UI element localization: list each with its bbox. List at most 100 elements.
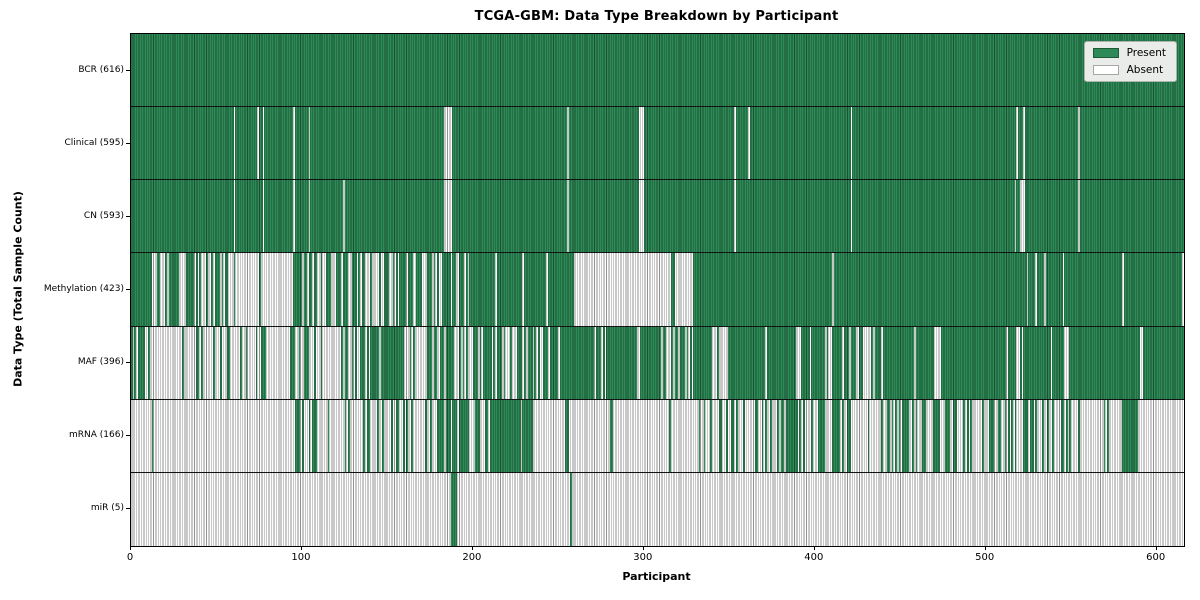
present-run [395, 399, 400, 473]
present-run [517, 326, 523, 400]
present-run [452, 180, 567, 254]
x-tick-mark [300, 546, 302, 550]
present-run [459, 399, 470, 473]
x-tick-mark [471, 546, 473, 550]
present-run [399, 253, 407, 327]
present-run [669, 399, 672, 473]
present-run [131, 253, 152, 327]
present-run [671, 253, 675, 327]
y-tick-mark [126, 215, 130, 217]
present-run [970, 399, 973, 473]
present-run [731, 399, 735, 473]
present-run [1011, 399, 1014, 473]
chart-title: TCGA-GBM: Data Type Breakdown by Partici… [474, 9, 839, 24]
present-run [850, 326, 856, 400]
present-run [442, 253, 451, 327]
present-run [245, 326, 248, 400]
present-run [336, 253, 342, 327]
present-run [484, 399, 489, 473]
present-run [131, 34, 1184, 108]
y-tick-label-miR: miR (5) [90, 503, 124, 514]
y-tick-label-CN: CN (593) [83, 210, 124, 221]
present-run [1036, 253, 1044, 327]
present-run [378, 253, 381, 327]
present-run [1069, 326, 1140, 400]
present-run [643, 107, 735, 181]
present-run [295, 180, 309, 254]
present-run [833, 253, 1027, 327]
present-run [717, 326, 720, 400]
y-tick-mark [126, 435, 130, 437]
present-run [342, 253, 349, 327]
present-run [493, 326, 496, 400]
present-run [843, 326, 849, 400]
present-run [295, 399, 301, 473]
present-run [382, 399, 384, 473]
present-run [725, 399, 728, 473]
y-tick-label-mRNA: mRNA (166) [69, 430, 124, 441]
present-run [1052, 326, 1065, 400]
legend-item-present: Present [1092, 48, 1166, 59]
present-run [710, 399, 713, 473]
row-separator [131, 252, 1184, 254]
present-run [777, 399, 779, 473]
present-run [195, 326, 200, 400]
present-run [1018, 107, 1024, 181]
present-run [361, 253, 366, 327]
present-run [852, 107, 1017, 181]
present-run [259, 253, 261, 327]
present-run [671, 326, 673, 400]
present-run [466, 253, 468, 327]
present-run [383, 253, 390, 327]
present-run [1019, 326, 1022, 400]
present-run [308, 253, 313, 327]
x-tick-label: 600 [1146, 552, 1166, 563]
present-run [148, 326, 150, 400]
y-tick-label-Clinical: Clinical (595) [64, 137, 124, 148]
present-run [1078, 399, 1080, 473]
present-run [1028, 253, 1036, 327]
present-run [643, 180, 735, 254]
present-run [818, 399, 825, 473]
present-run [1023, 326, 1051, 400]
heatmap-row-Clinical [131, 107, 1184, 181]
present-run [674, 326, 678, 400]
present-run [392, 253, 395, 327]
present-run [842, 399, 844, 473]
present-run [785, 399, 798, 473]
present-run [640, 326, 661, 400]
present-run [698, 399, 701, 473]
present-run [426, 253, 432, 327]
present-run [780, 399, 784, 473]
present-run [1007, 399, 1010, 473]
present-run [1064, 253, 1123, 327]
y-tick-mark [126, 69, 130, 71]
present-run [255, 326, 258, 400]
legend-item-absent: Absent [1092, 64, 1166, 76]
present-run [313, 253, 318, 327]
present-run [351, 326, 354, 400]
present-run [912, 399, 914, 473]
present-run [1042, 399, 1044, 473]
present-run [168, 253, 179, 327]
present-run [719, 399, 723, 473]
present-run [761, 399, 764, 473]
x-tick-label: 400 [804, 552, 824, 563]
present-run [802, 399, 805, 473]
present-run [295, 107, 309, 181]
present-run [549, 326, 559, 400]
x-tick-mark [1155, 546, 1157, 550]
present-run [407, 253, 414, 327]
present-run [1060, 399, 1065, 473]
present-run [426, 326, 432, 400]
present-run [510, 326, 513, 400]
present-run [433, 253, 436, 327]
present-run [214, 253, 220, 327]
x-tick-mark [642, 546, 644, 550]
present-run [185, 253, 195, 327]
present-run [542, 326, 549, 400]
present-run [402, 399, 405, 473]
present-run [811, 326, 826, 400]
y-tick-label-MAF: MAF (396) [77, 357, 124, 368]
